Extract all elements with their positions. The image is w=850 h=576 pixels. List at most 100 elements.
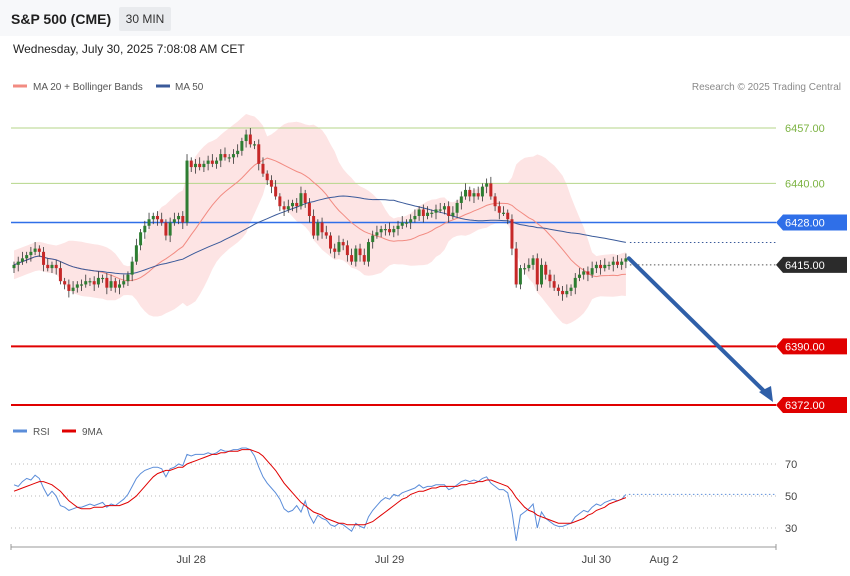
candle xyxy=(181,211,185,230)
candle xyxy=(341,238,345,251)
candle xyxy=(118,279,121,295)
rsi-legend-swatch xyxy=(13,429,27,433)
moving-averages xyxy=(13,157,626,282)
candle xyxy=(223,147,227,161)
candle xyxy=(531,255,535,270)
candle xyxy=(582,268,586,280)
candle xyxy=(20,251,24,265)
candle xyxy=(316,219,320,241)
candle xyxy=(417,206,421,221)
candle xyxy=(291,199,295,212)
rsi-ma-line xyxy=(13,449,627,526)
candle xyxy=(544,261,548,280)
candle xyxy=(295,198,299,213)
candle xyxy=(459,191,463,210)
candle xyxy=(219,149,223,168)
level-label-6390.00: 6390.00 xyxy=(785,341,825,353)
candle xyxy=(565,284,569,298)
candle xyxy=(350,248,354,265)
candle xyxy=(160,212,164,226)
rsi-ma-legend-swatch xyxy=(62,429,76,433)
ma20-line xyxy=(13,157,626,282)
candle xyxy=(413,209,417,223)
candle xyxy=(253,141,257,150)
candle xyxy=(134,238,138,265)
candle xyxy=(274,180,278,200)
candle xyxy=(240,137,244,156)
candle xyxy=(404,219,408,228)
candle xyxy=(527,258,531,272)
candle xyxy=(438,202,442,213)
candle xyxy=(430,209,434,218)
timeframe-badge[interactable]: 30 MIN xyxy=(126,12,165,26)
price-level-tags: 6457.00 6440.00 6428.00 6415.00 6390.00 6372.… xyxy=(776,123,847,413)
candle xyxy=(442,202,446,215)
candle xyxy=(371,230,375,249)
candle xyxy=(29,246,33,262)
rsi-legend-label: RSI xyxy=(33,427,50,438)
candle xyxy=(96,271,100,288)
candle xyxy=(476,186,480,200)
candle xyxy=(480,183,484,202)
candle xyxy=(333,243,337,259)
x-axis-label: Jul 29 xyxy=(375,554,404,566)
level-label-6457.00: 6457.00 xyxy=(785,123,825,135)
candle xyxy=(84,274,88,288)
candle xyxy=(611,256,615,272)
ma50-legend-label: MA 50 xyxy=(175,82,204,93)
candle xyxy=(552,274,556,291)
candle xyxy=(63,277,67,290)
research-credit: Research © 2025 Trading Central xyxy=(692,82,841,93)
candle xyxy=(126,271,130,287)
forecast-arrow-head xyxy=(759,386,773,402)
level-tag-6372.00 xyxy=(776,397,847,413)
candle xyxy=(392,225,396,238)
level-tag-6415.00 xyxy=(776,256,847,273)
candle xyxy=(624,253,628,269)
candle xyxy=(409,214,413,230)
timeframe-badge-box[interactable] xyxy=(119,7,171,31)
candle xyxy=(282,201,286,216)
candle xyxy=(286,199,290,213)
candle xyxy=(198,157,202,171)
candle xyxy=(269,175,273,194)
candle xyxy=(366,238,370,267)
candle xyxy=(155,211,159,226)
candle xyxy=(421,204,425,223)
bollinger-bands xyxy=(14,114,626,325)
candle xyxy=(227,154,231,163)
candle xyxy=(510,214,514,256)
candle xyxy=(354,245,358,267)
candle xyxy=(299,186,303,210)
candle xyxy=(464,183,468,200)
candle xyxy=(33,242,37,256)
candle xyxy=(58,261,62,285)
rsi-level-label-30: 30 xyxy=(785,523,797,535)
candle xyxy=(46,258,50,272)
candle xyxy=(485,178,489,194)
candle xyxy=(573,273,577,295)
candlesticks xyxy=(12,128,628,301)
candle xyxy=(193,158,197,174)
time-axis: Jul 28 Jul 29 Jul 30 Aug 2 xyxy=(10,544,777,566)
bollinger-band-area xyxy=(14,114,626,325)
candle xyxy=(400,215,404,230)
candle xyxy=(25,251,29,264)
level-tag-6428.00 xyxy=(776,214,847,231)
level-label-6440.00: 6440.00 xyxy=(785,178,825,190)
candle xyxy=(88,277,92,287)
candle xyxy=(358,243,362,262)
candle xyxy=(620,258,624,270)
candle xyxy=(248,128,252,148)
candle xyxy=(307,198,311,223)
candle xyxy=(324,225,328,239)
rsi-level-label-70: 70 xyxy=(785,459,797,471)
candle xyxy=(185,154,189,226)
candle xyxy=(434,204,438,220)
candle xyxy=(67,279,71,298)
candle xyxy=(92,276,96,291)
candle xyxy=(147,212,151,230)
candle xyxy=(502,206,506,216)
rsi-line xyxy=(13,447,627,541)
candle xyxy=(472,188,476,203)
